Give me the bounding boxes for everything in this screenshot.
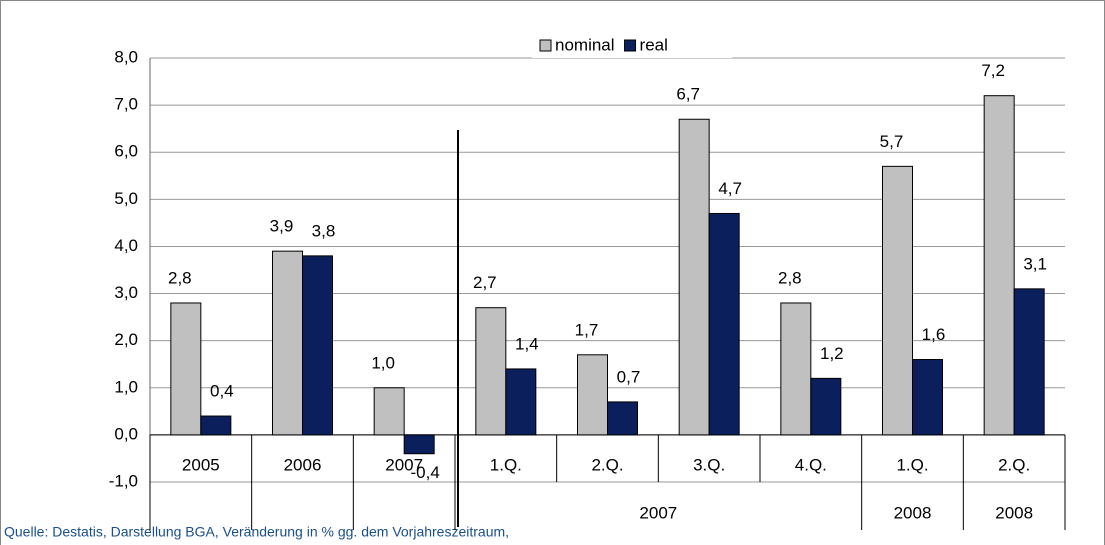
y-tick-label: 2,0 bbox=[114, 330, 138, 349]
value-label: 1,6 bbox=[922, 325, 946, 344]
legend-label: nominal bbox=[555, 35, 615, 54]
legend-swatch bbox=[624, 39, 637, 52]
x-tick-label: 2.Q. bbox=[998, 455, 1030, 474]
legend-label: real bbox=[640, 35, 668, 54]
value-label: 1,0 bbox=[371, 353, 395, 372]
y-tick-label: 7,0 bbox=[114, 95, 138, 114]
bar bbox=[403, 434, 435, 455]
value-label: 2,8 bbox=[168, 268, 192, 287]
value-label: 5,7 bbox=[880, 132, 904, 151]
bar bbox=[810, 377, 842, 436]
bar bbox=[780, 302, 812, 436]
bar bbox=[373, 387, 405, 436]
y-tick-label: 8,0 bbox=[114, 47, 138, 66]
legend-swatch bbox=[539, 39, 552, 52]
group-label: 2008 bbox=[894, 503, 932, 522]
x-tick-label: 3.Q. bbox=[693, 455, 725, 474]
y-tick-label: 0,0 bbox=[114, 424, 138, 443]
x-tick-label: 1.Q. bbox=[896, 455, 928, 474]
value-label: 2,8 bbox=[778, 268, 802, 287]
y-tick-label: -1,0 bbox=[109, 471, 138, 490]
x-tick-label: 2007 bbox=[385, 455, 423, 474]
group-label: 2007 bbox=[639, 503, 677, 522]
value-label: 7,2 bbox=[981, 61, 1005, 80]
y-tick-label: 5,0 bbox=[114, 189, 138, 208]
bar bbox=[272, 250, 303, 436]
value-label: 1,7 bbox=[575, 320, 599, 339]
y-tick-label: 4,0 bbox=[114, 236, 138, 255]
bar bbox=[607, 401, 638, 436]
bar bbox=[912, 359, 943, 436]
x-tick-label: 2.Q. bbox=[591, 455, 623, 474]
value-label: 1,2 bbox=[820, 344, 844, 363]
value-label: 4,7 bbox=[718, 179, 742, 198]
x-tick-label: 1.Q. bbox=[490, 455, 522, 474]
bar bbox=[678, 118, 710, 436]
value-label: 1,4 bbox=[515, 334, 539, 353]
bar bbox=[882, 165, 913, 436]
bar bbox=[983, 95, 1015, 436]
value-label: -0,4 bbox=[411, 463, 440, 482]
bar bbox=[505, 368, 537, 436]
y-tick-label: 6,0 bbox=[114, 142, 138, 161]
x-tick-label: 2005 bbox=[182, 455, 220, 474]
value-label: 3,8 bbox=[312, 221, 336, 240]
value-label: 3,1 bbox=[1023, 254, 1047, 273]
bar bbox=[475, 307, 507, 436]
bar bbox=[200, 415, 232, 436]
value-label: 0,4 bbox=[210, 382, 234, 401]
bar bbox=[302, 255, 333, 436]
bar bbox=[708, 212, 740, 436]
source-note: Quelle: Destatis, Darstellung BGA, Verän… bbox=[4, 524, 509, 540]
x-tick-label: 2006 bbox=[284, 455, 322, 474]
bar bbox=[1013, 288, 1045, 436]
value-label: 6,7 bbox=[676, 85, 700, 104]
bar bbox=[170, 302, 202, 436]
value-label: 3,9 bbox=[270, 217, 294, 236]
value-label: 0,7 bbox=[617, 367, 641, 386]
x-tick-label: 4.Q. bbox=[795, 455, 827, 474]
group-label: 2008 bbox=[995, 503, 1033, 522]
bar bbox=[577, 354, 608, 436]
y-tick-label: 3,0 bbox=[114, 283, 138, 302]
y-tick-label: 1,0 bbox=[114, 377, 138, 396]
value-label: 2,7 bbox=[473, 273, 497, 292]
